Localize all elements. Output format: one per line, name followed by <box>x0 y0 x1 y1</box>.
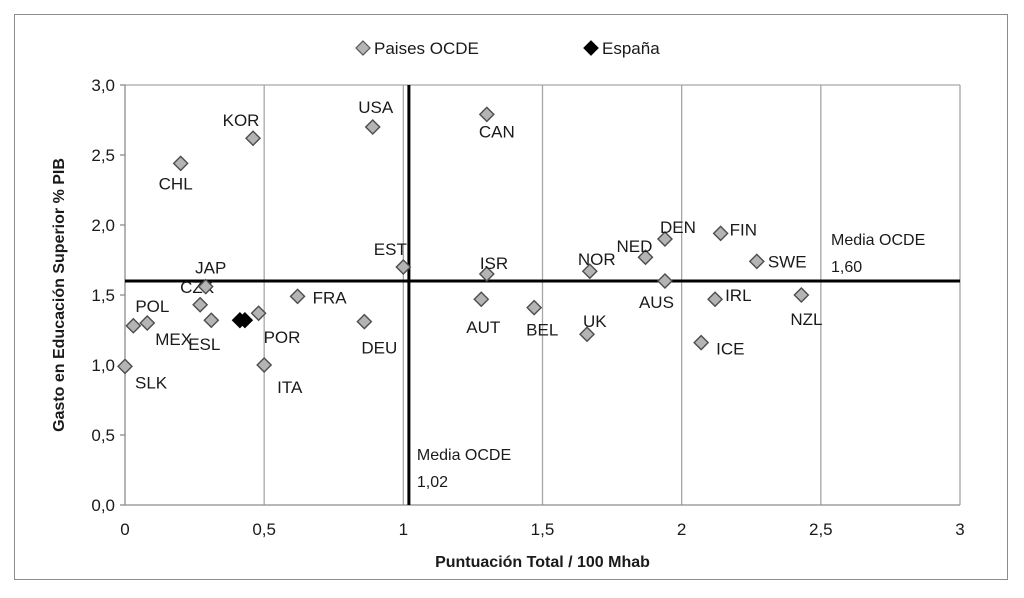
legend-marker-paises-ocde <box>355 40 371 56</box>
point-label-usa: USA <box>358 98 394 117</box>
point-label-aus: AUS <box>639 293 674 312</box>
x-tick-label: 2,5 <box>809 520 833 539</box>
point-isr <box>478 266 495 282</box>
mean-y-label: Media OCDE <box>831 232 925 249</box>
y-tick-label: 2,0 <box>91 216 115 235</box>
point-label-bel: BEL <box>526 321 558 340</box>
point-ita <box>256 357 273 373</box>
y-tick-label: 2,5 <box>91 146 115 165</box>
point-pol <box>125 317 142 334</box>
point-czk <box>192 296 209 313</box>
point-label-deu: DEU <box>361 339 397 358</box>
point-mex <box>139 315 156 331</box>
gridlines <box>125 84 961 505</box>
point-kor <box>245 130 262 147</box>
mean-x-label: Media OCDE <box>417 447 511 464</box>
point-jap <box>197 278 214 295</box>
legend-marker-espana <box>583 40 599 56</box>
point-label-chl: CHL <box>159 174 193 193</box>
point-aus <box>656 273 673 289</box>
point-label-uk: UK <box>583 312 607 331</box>
point-label-kor: KOR <box>223 111 260 130</box>
point-chl <box>172 155 189 172</box>
point-label-mex: MEX <box>155 330 192 349</box>
legend: Paises OCDE España <box>355 39 660 58</box>
legend-label-paises-ocde: Paises OCDE <box>374 39 479 58</box>
point-can <box>478 106 495 123</box>
point-label-est: EST <box>374 240 407 259</box>
x-axis-title: Puntuación Total / 100 Mhab <box>435 554 650 571</box>
point-label-nor: NOR <box>578 250 616 269</box>
x-tick-label: 1 <box>399 520 408 539</box>
point-label-can: CAN <box>479 122 515 141</box>
point-label-irl: IRL <box>725 286 751 305</box>
point-nzl <box>793 287 810 303</box>
point-label-pol: POL <box>135 297 169 316</box>
chart-frame <box>14 14 1008 580</box>
point-label-swe: SWE <box>768 252 807 271</box>
point-deu <box>356 313 373 330</box>
point-swe <box>748 253 765 270</box>
point-den <box>656 231 673 247</box>
x-tick-label: 0 <box>120 520 129 539</box>
point-label-jap: JAP <box>195 259 226 278</box>
y-tick-label: 1,5 <box>91 286 115 305</box>
point-ned <box>637 249 654 266</box>
mean-x-value: 1,02 <box>417 474 448 491</box>
point-label-fra: FRA <box>313 288 348 307</box>
point-slk <box>117 358 133 375</box>
y-tick-label: 1,0 <box>91 356 115 375</box>
point-bel <box>526 299 543 316</box>
point-label-esl: ESL <box>188 335 220 354</box>
point-label-isr: ISR <box>480 254 508 273</box>
point-fra <box>289 288 306 305</box>
point-label-ned: NED <box>616 237 652 256</box>
x-tick-label: 2 <box>677 520 686 539</box>
mean-y-value: 1,60 <box>831 259 862 276</box>
point-label-den: DEN <box>660 218 696 237</box>
point-label-aut: AUT <box>466 318 500 337</box>
legend-label-espana: España <box>602 39 660 58</box>
point-esl <box>203 312 220 329</box>
point-label-nzl: NZL <box>790 310 822 329</box>
point-label-por: POR <box>264 328 301 347</box>
x-tick-label: 0,5 <box>252 520 276 539</box>
reference-lines: Media OCDE 1,02 Media OCDE 1,60 <box>125 85 960 505</box>
point-por <box>250 305 267 322</box>
point-label-ita: ITA <box>277 378 303 397</box>
point-uk <box>579 326 596 343</box>
point-ice <box>693 334 710 351</box>
point-nor <box>581 263 598 280</box>
point-label-slk: SLK <box>135 373 168 392</box>
point-est <box>395 259 412 275</box>
point-fin <box>712 225 729 242</box>
y-tick-label: 3,0 <box>91 76 115 95</box>
x-tick-label: 3 <box>955 520 964 539</box>
point-label-fin: FIN <box>730 220 757 239</box>
point-espana-b <box>236 311 254 329</box>
y-tick-label: 0,0 <box>91 496 115 515</box>
y-tick-label: 0,5 <box>91 426 115 445</box>
x-tick-label: 1,5 <box>531 520 555 539</box>
data-points: SLKPOLMEXCHLCZKJAPESLKORPORITAFRADEUUSAE… <box>117 98 822 397</box>
y-axis-title: Gasto en Educación Superior % PIB <box>51 158 68 432</box>
point-aut <box>473 291 490 308</box>
point-usa <box>364 119 381 135</box>
point-irl <box>707 291 724 308</box>
point-label-ice: ICE <box>716 340 744 359</box>
